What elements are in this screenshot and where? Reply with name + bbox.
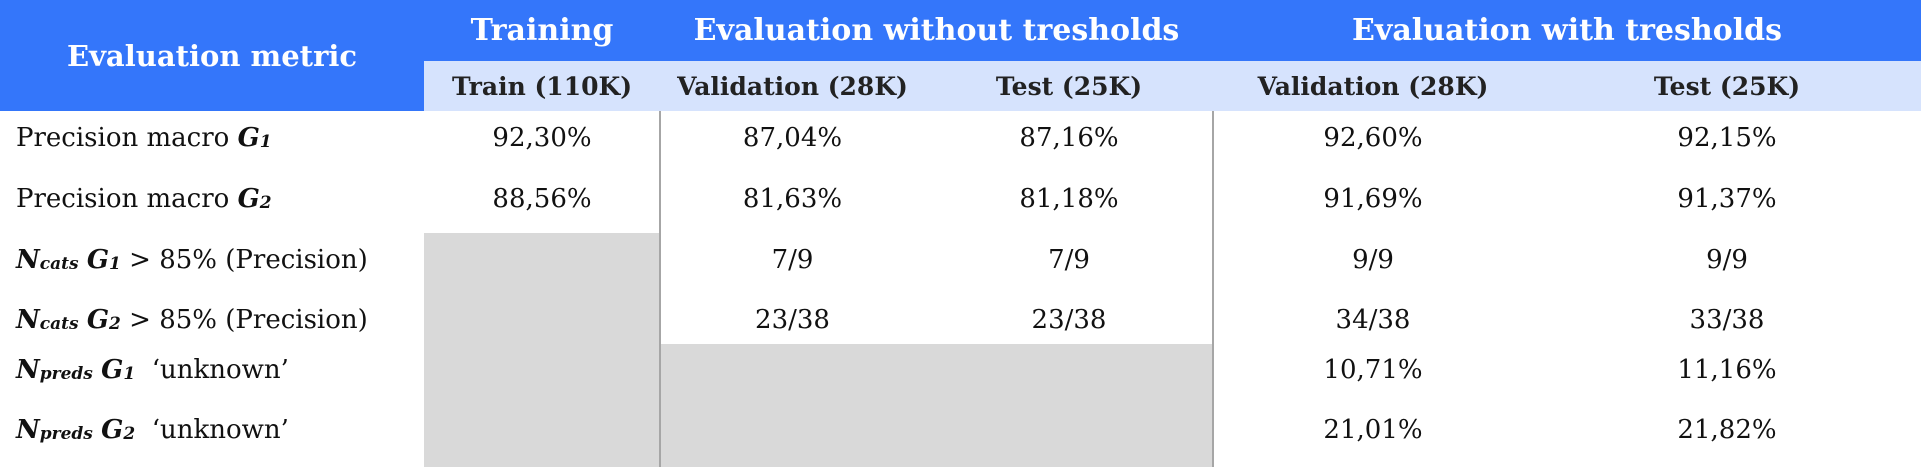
table-cell: 81,18% <box>1019 184 1119 214</box>
subheader-train: Train (110K) <box>424 61 660 111</box>
table-cell: 87,16% <box>1019 123 1119 153</box>
shaded-na-without <box>660 344 1213 467</box>
table-cell: 21,82% <box>1677 415 1777 445</box>
table-cell: 23/38 <box>1031 305 1107 335</box>
table-cell: 34/38 <box>1335 305 1411 335</box>
subheader-test-with: Test (25K) <box>1533 61 1921 111</box>
table-cell: 91,37% <box>1677 184 1777 214</box>
table-cell: 92,15% <box>1677 123 1777 153</box>
table-cell: 7/9 <box>771 245 814 275</box>
shaded-na-training <box>424 233 660 467</box>
table-cell: 9/9 <box>1706 245 1748 275</box>
header-evaluation-metric: Evaluation metric <box>0 0 424 111</box>
header-training: Training <box>424 0 660 61</box>
table-cell: 91,69% <box>1323 184 1423 214</box>
table-cell: 9/9 <box>1352 245 1394 275</box>
table-cell: 10,71% <box>1323 355 1423 385</box>
column-divider <box>1212 111 1214 467</box>
table-cell: 81,63% <box>742 184 843 214</box>
table-cell: 11,16% <box>1677 355 1777 385</box>
subheader-validation-with: Validation (28K) <box>1213 61 1533 111</box>
table-cell: 87,04% <box>742 123 843 153</box>
table-cell: 92,30% <box>492 123 592 153</box>
subheader-test-without: Test (25K) <box>925 61 1213 111</box>
header-eval-without-thresholds: Evaluation without tresholds <box>660 0 1213 61</box>
table-cell: 33/38 <box>1689 305 1765 335</box>
table-cell: 88,56% <box>492 184 592 214</box>
table-cell: 21,01% <box>1323 415 1423 445</box>
subheader-validation-without: Validation (28K) <box>660 61 925 111</box>
table-cell: 23/38 <box>755 305 830 335</box>
column-divider <box>659 111 661 467</box>
table-cell: 92,60% <box>1323 123 1423 153</box>
table-cell: 7/9 <box>1048 245 1090 275</box>
header-eval-with-thresholds: Evaluation with tresholds <box>1213 0 1921 61</box>
